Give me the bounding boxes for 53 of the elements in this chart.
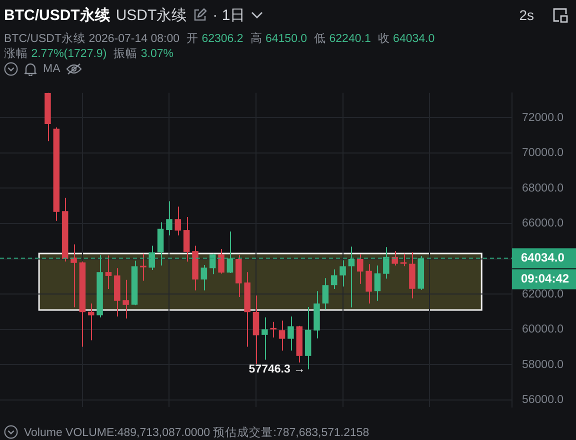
text: MA [43,62,60,74]
candlestick [209,253,216,275]
candlestick [88,302,94,341]
candlestick [157,222,164,266]
chart-title: BTC/USDT永续 [4,6,110,24]
y-tick-label: 68000.0 [522,182,564,194]
candlestick [252,295,260,364]
y-tick-label: 70000.0 [522,147,564,160]
y-tick-label: 56000.0 [522,394,564,406]
candlestick [278,320,286,352]
candlestick [148,245,155,270]
candlestick [105,254,112,290]
chart-subtitle: USDT永续 [116,6,187,24]
candlestick [400,253,407,267]
candlestick [122,279,129,319]
candlestick [70,244,77,308]
candlestick [392,250,398,266]
candlestick [288,316,294,352]
text: Volume VOLUME:489,713,087.0000 预估成交量:787,683,571.2158 [24,425,370,440]
candlestick [166,200,172,236]
text: 振幅 3.07% [114,48,174,60]
text: 2s [519,7,534,23]
candlestick [200,264,208,291]
candlestick [226,230,234,274]
candlestick [322,278,329,310]
text: 开 62306.2 [186,33,244,45]
text: 高 64150.0 [250,33,308,45]
text: 涨幅 2.77%(1727.9) [4,48,107,60]
text: 收 64034.0 [378,33,435,45]
candlestick [348,246,355,308]
candlestick [174,206,182,236]
text: · 1日 [212,6,246,24]
candlestick [140,253,146,282]
candlestick [340,260,346,288]
y-tick-label: 58000.0 [522,358,564,371]
candlestick [218,248,224,274]
y-tick-label: 60000.0 [522,324,564,336]
candlestick [366,264,372,304]
text: 低 62240.1 [314,33,371,45]
candlestick [330,268,338,290]
candlestick [183,216,190,262]
y-tick-label: 66000.0 [522,218,564,230]
y-tick-label: 62000.0 [522,288,564,300]
candlestick [383,246,390,280]
annotation: 57746.3 → [248,363,306,376]
candlestick [262,316,268,360]
ref-line-label: 64034.0 [521,250,565,265]
candlestick [270,321,276,338]
text: BTC/USDT永续 2026-07-14 08:00 [4,31,180,46]
text: 09:04:42 [521,272,570,286]
y-tick-label: 72000.0 [522,112,564,124]
candlestick [357,254,364,284]
candlestick [374,265,381,302]
